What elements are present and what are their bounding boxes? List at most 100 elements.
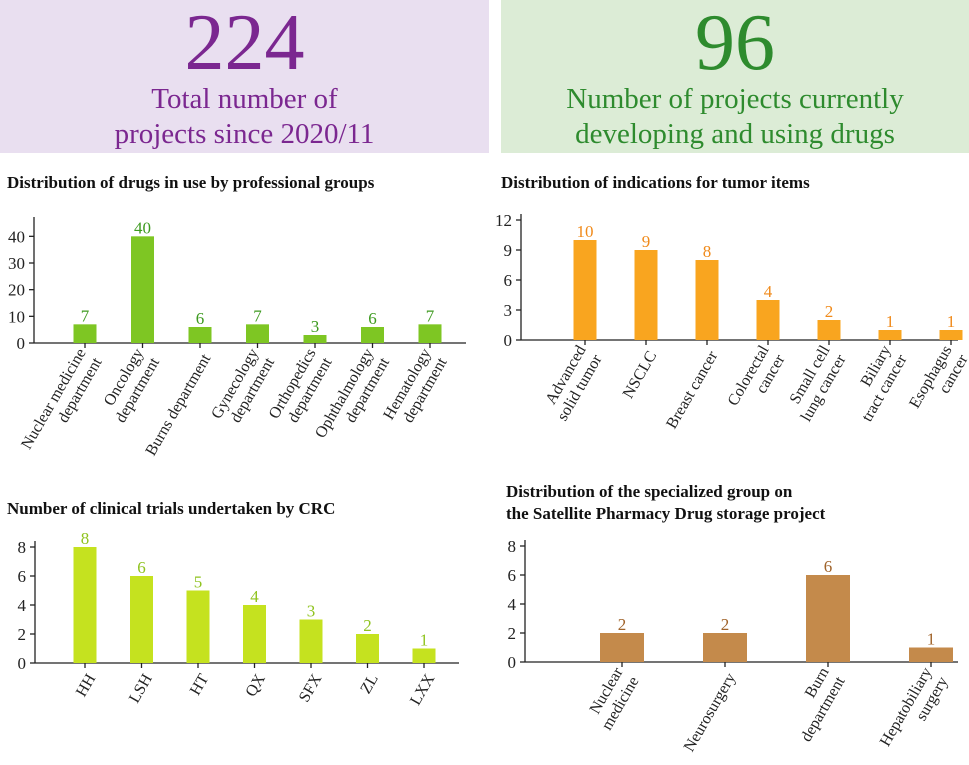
category-label: ZL [357, 671, 381, 696]
total-projects-number: 224 [184, 0, 305, 87]
category-label: Nuclear medicinedepartment [18, 345, 106, 461]
category-label: NSCLC [620, 348, 661, 401]
category-label: LSH [126, 671, 156, 706]
data-label: 6 [824, 557, 833, 576]
category-label-line: HT [187, 671, 212, 698]
bar [303, 335, 327, 343]
category-label: Gynecologydepartment [208, 345, 278, 431]
chart-title: Distribution of drugs in use by professi… [7, 173, 375, 192]
category-label: Esophaguscancer [906, 342, 969, 420]
bar [878, 330, 902, 340]
data-label: 7 [426, 306, 435, 325]
y-tick-label: 9 [504, 241, 513, 260]
crc-trials-chart: Number of clinical trials undertaken by … [0, 490, 489, 765]
data-label: 4 [764, 282, 773, 301]
category-label: Biliarytract cancer [843, 342, 911, 425]
bar [131, 236, 154, 343]
bar [73, 324, 97, 343]
bar [703, 633, 747, 662]
category-label: QX [243, 671, 269, 700]
data-label: 8 [81, 529, 90, 548]
bar [573, 240, 597, 340]
data-label: 2 [618, 615, 627, 634]
category-label-line: LSH [126, 671, 156, 706]
category-label: Breast cancer [663, 348, 721, 432]
y-tick-label: 0 [508, 653, 517, 672]
category-label: Hepatobiliarysurgery [877, 665, 952, 759]
total-projects-banner: 224 Total number of projects since 2020/… [0, 0, 489, 153]
current-projects-banner: 96 Number of projects currently developi… [501, 0, 969, 153]
category-label: HT [187, 671, 212, 698]
satellite-pharmacy-plot: 0 2 4 6 8 2 Nuclearmedicine 2 Neurosurgery 6 Burnd… [508, 537, 958, 759]
bar [634, 250, 658, 340]
category-label: LXX [407, 671, 438, 708]
data-label: 10 [577, 222, 594, 241]
current-projects-number: 96 [695, 0, 775, 87]
y-tick-label: 6 [504, 271, 513, 290]
y-tick-label: 6 [18, 567, 27, 586]
data-label: 6 [137, 558, 146, 577]
data-label: 2 [721, 615, 730, 634]
bar [695, 260, 719, 340]
y-tick-label: 4 [508, 595, 517, 614]
data-label: 6 [196, 309, 205, 328]
category-label: Oncologydepartment [96, 345, 163, 426]
data-label: 4 [250, 587, 259, 606]
category-label: Neurosurgery [681, 670, 740, 754]
data-label: 1 [886, 312, 895, 331]
data-label: 1 [420, 631, 429, 650]
category-label: Advancedsolid tumor [538, 342, 606, 424]
category-label: Colorectalcancer [725, 342, 789, 418]
bar [939, 330, 963, 340]
y-tick-label: 8 [508, 537, 517, 556]
data-label: 8 [703, 242, 712, 261]
data-label: 7 [81, 306, 90, 325]
bar [356, 634, 379, 663]
bar [806, 575, 850, 662]
chart-title-line1: Distribution of the specialized group on [506, 482, 793, 501]
y-tick-label: 20 [8, 281, 25, 300]
y-tick-label: 0 [18, 654, 27, 673]
data-label: 1 [927, 630, 936, 649]
y-tick-label: 2 [508, 624, 517, 643]
tumor-indications-chart: Distribution of indications for tumor it… [489, 165, 969, 495]
current-projects-caption-line2: developing and using drugs [575, 118, 895, 150]
crc-trials-plot: 0 2 4 6 8 8 HH 6 LSH 5 HT 4 QX 3 SFX 2 ZL 1 LXX [18, 529, 459, 708]
category-label-line: LXX [407, 671, 438, 708]
category-label-line: HH [73, 671, 99, 700]
category-label-line: QX [243, 671, 269, 700]
bar [188, 327, 212, 343]
category-label: Small celllung cancer [782, 342, 850, 425]
y-tick-label: 12 [495, 211, 512, 230]
bar [418, 324, 442, 343]
category-label-line: SFX [296, 671, 326, 705]
y-tick-label: 10 [8, 307, 25, 326]
drugs-by-group-plot: 0 10 20 30 40 7 Nuclear medicinedepartment 40 On… [8, 217, 466, 461]
satellite-pharmacy-chart: Distribution of the specialized group on… [489, 478, 969, 765]
data-label: 9 [642, 232, 651, 251]
data-label: 6 [368, 309, 377, 328]
y-tick-label: 30 [8, 254, 25, 273]
total-projects-caption-line2: projects since 2020/11 [114, 118, 375, 150]
y-tick-label: 2 [18, 625, 27, 644]
data-label: 7 [253, 306, 262, 325]
bar [243, 605, 266, 663]
data-label: 2 [825, 302, 834, 321]
bar [246, 324, 269, 343]
drugs-by-group-chart: Distribution of drugs in use by professi… [0, 165, 489, 495]
category-label: Burndepartment [782, 664, 849, 745]
data-label: 1 [947, 312, 956, 331]
y-tick-label: 40 [8, 227, 25, 246]
bar [756, 300, 780, 340]
chart-title-line2: the Satellite Pharmacy Drug storage proj… [506, 504, 826, 523]
bar [600, 633, 644, 662]
category-label: SFX [296, 671, 326, 705]
y-tick-label: 4 [18, 596, 27, 615]
category-label-line: ZL [357, 671, 381, 696]
bar [361, 327, 384, 343]
y-tick-label: 0 [17, 334, 26, 353]
bar [817, 320, 841, 340]
category-label-line: Breast cancer [663, 348, 721, 432]
bar [186, 590, 210, 663]
